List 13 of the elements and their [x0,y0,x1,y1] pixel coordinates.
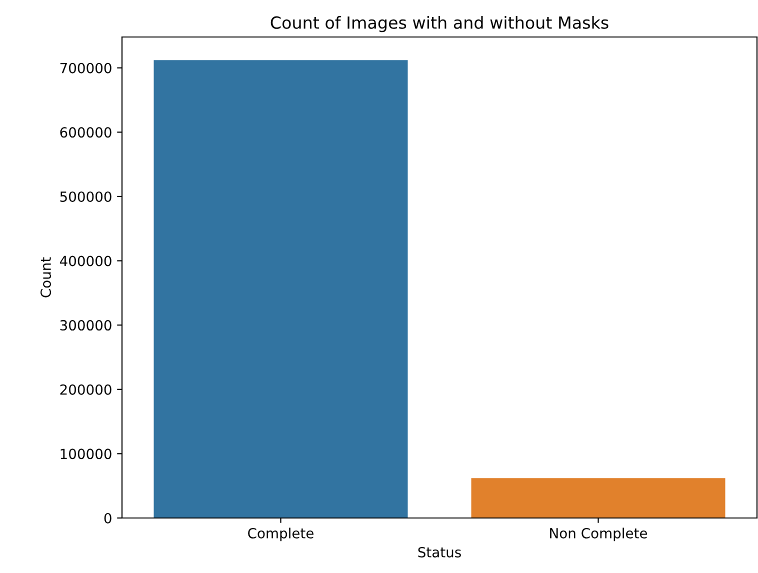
x-tick-label: Non Complete [550,528,648,542]
y-tick-label: 300000 [60,320,112,331]
y-tick-label: 400000 [60,256,112,266]
x-tick-label: Complete [248,528,314,542]
y-axis-title: Count [40,257,52,298]
chart-title: Count of Images with and without Masks [270,16,608,32]
y-tick-label: 600000 [60,127,112,138]
y-tick-label: 200000 [60,384,112,395]
y-tick-label: 100000 [60,448,112,460]
y-tick-label: 700000 [60,62,112,74]
x-axis-title: Status [418,546,461,558]
y-tick-label: 500000 [60,191,112,202]
y-tick-label: 0 [104,512,112,524]
